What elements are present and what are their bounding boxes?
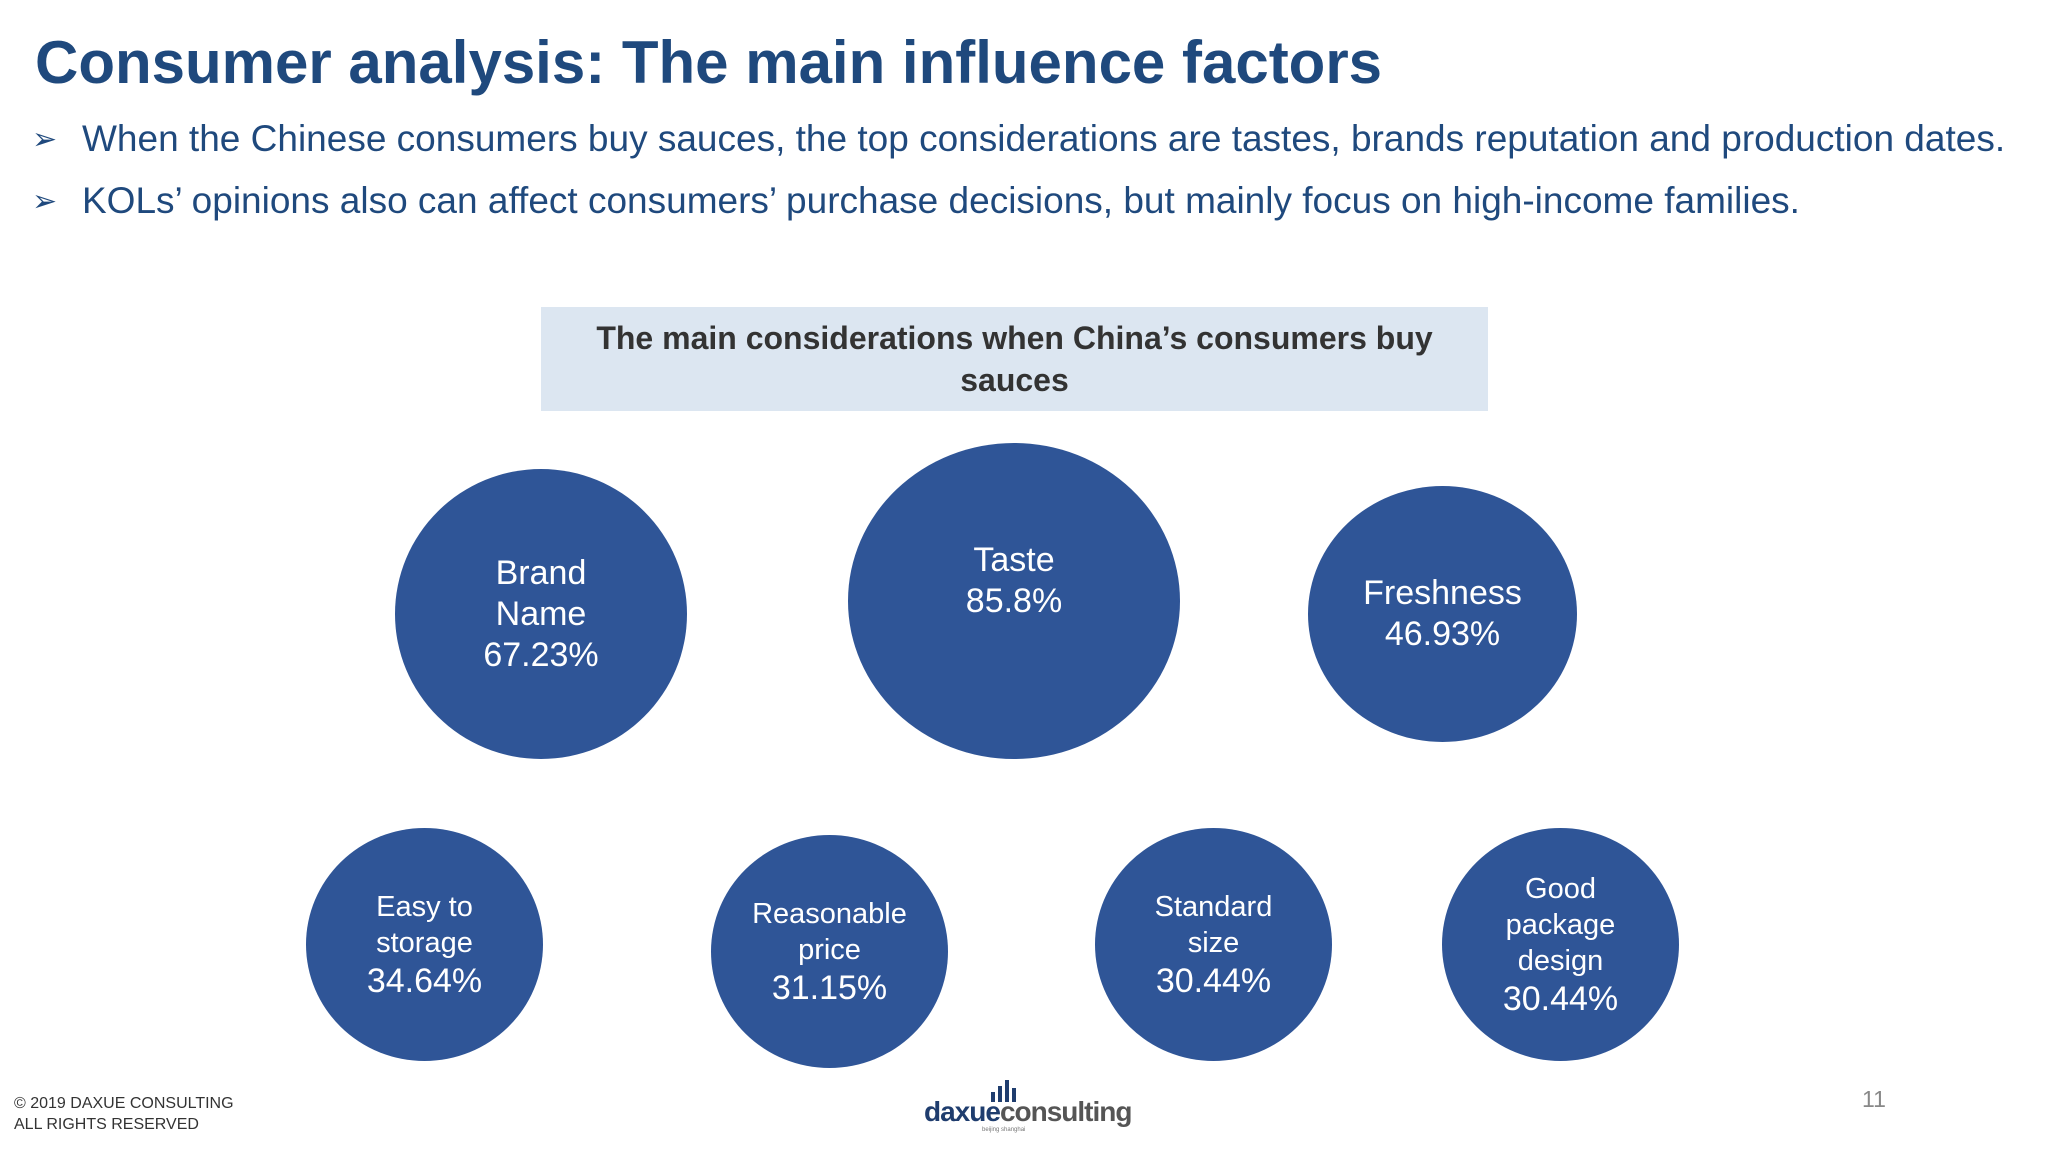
- logo-text-consulting: consulting: [999, 1096, 1133, 1127]
- bullet-list: ➢ When the Chinese consumers buy sauces,…: [32, 118, 2022, 242]
- bubble-label: Easy to storage: [376, 890, 473, 959]
- bubble-value: 67.23%: [483, 635, 599, 674]
- arrow-bullet-icon: ➢: [32, 184, 58, 219]
- bubble-label: Reasonable price: [752, 897, 907, 966]
- bullet-text: KOLs’ opinions also can affect consumers…: [82, 180, 1800, 221]
- bubble-value: 30.44%: [1502, 979, 1619, 1018]
- logo-subtitle: beijing shanghai: [982, 1127, 1026, 1133]
- bullet-item: ➢ KOLs’ opinions also can affect consume…: [32, 180, 2022, 224]
- bullet-item: ➢ When the Chinese consumers buy sauces,…: [32, 118, 2022, 162]
- copyright-notice: © 2019 DAXUE CONSULTING ALL RIGHTS RESER…: [14, 1093, 234, 1135]
- bubble-value: 34.64%: [366, 961, 483, 1000]
- bubble-label: Taste: [973, 541, 1055, 579]
- bubble-value: 85.8%: [965, 582, 1063, 620]
- bubble-label: Brand Name: [495, 553, 587, 633]
- daxue-consulting-logo: daxueconsulting beijing shanghai: [924, 1078, 1144, 1133]
- bubble-value: 31.15%: [771, 968, 888, 1007]
- slide-title: Consumer analysis: The main influence fa…: [35, 29, 1383, 96]
- copyright-line: © 2019 DAXUE CONSULTING: [14, 1095, 234, 1112]
- bubble-label: Good package design: [1505, 872, 1616, 977]
- bullet-text: When the Chinese consumers buy sauces, t…: [82, 118, 2006, 159]
- chart-header-text: The main considerations when China’s con…: [596, 320, 1433, 398]
- bubble-brand-name: Brand Name 67.23%: [395, 469, 687, 759]
- chart-header-box: The main considerations when China’s con…: [541, 307, 1488, 411]
- page-number: 11: [1862, 1086, 1886, 1112]
- bubble-value: 46.93%: [1384, 615, 1501, 653]
- bubble-value: 30.44%: [1155, 961, 1272, 1000]
- bubble-label: Standard size: [1154, 890, 1273, 959]
- bubble-easy-to-storage: Easy to storage 34.64%: [306, 828, 543, 1061]
- bubble-taste: Taste 85.8%: [848, 443, 1180, 759]
- bubble-reasonable-price: Reasonable price 31.15%: [711, 835, 948, 1068]
- bubble-good-package-design: Good package design 30.44%: [1442, 828, 1679, 1061]
- bubble-standard-size: Standard size 30.44%: [1095, 828, 1332, 1061]
- logo-wordmark: daxueconsulting: [924, 1096, 1133, 1128]
- rights-line: ALL RIGHTS RESERVED: [14, 1116, 199, 1133]
- bubble-freshness: Freshness 46.93%: [1308, 486, 1577, 742]
- logo-text-daxue: daxue: [924, 1096, 1001, 1127]
- bubble-label: Freshness: [1363, 574, 1522, 612]
- arrow-bullet-icon: ➢: [32, 122, 58, 157]
- bar-chart-icon: [991, 1080, 1016, 1102]
